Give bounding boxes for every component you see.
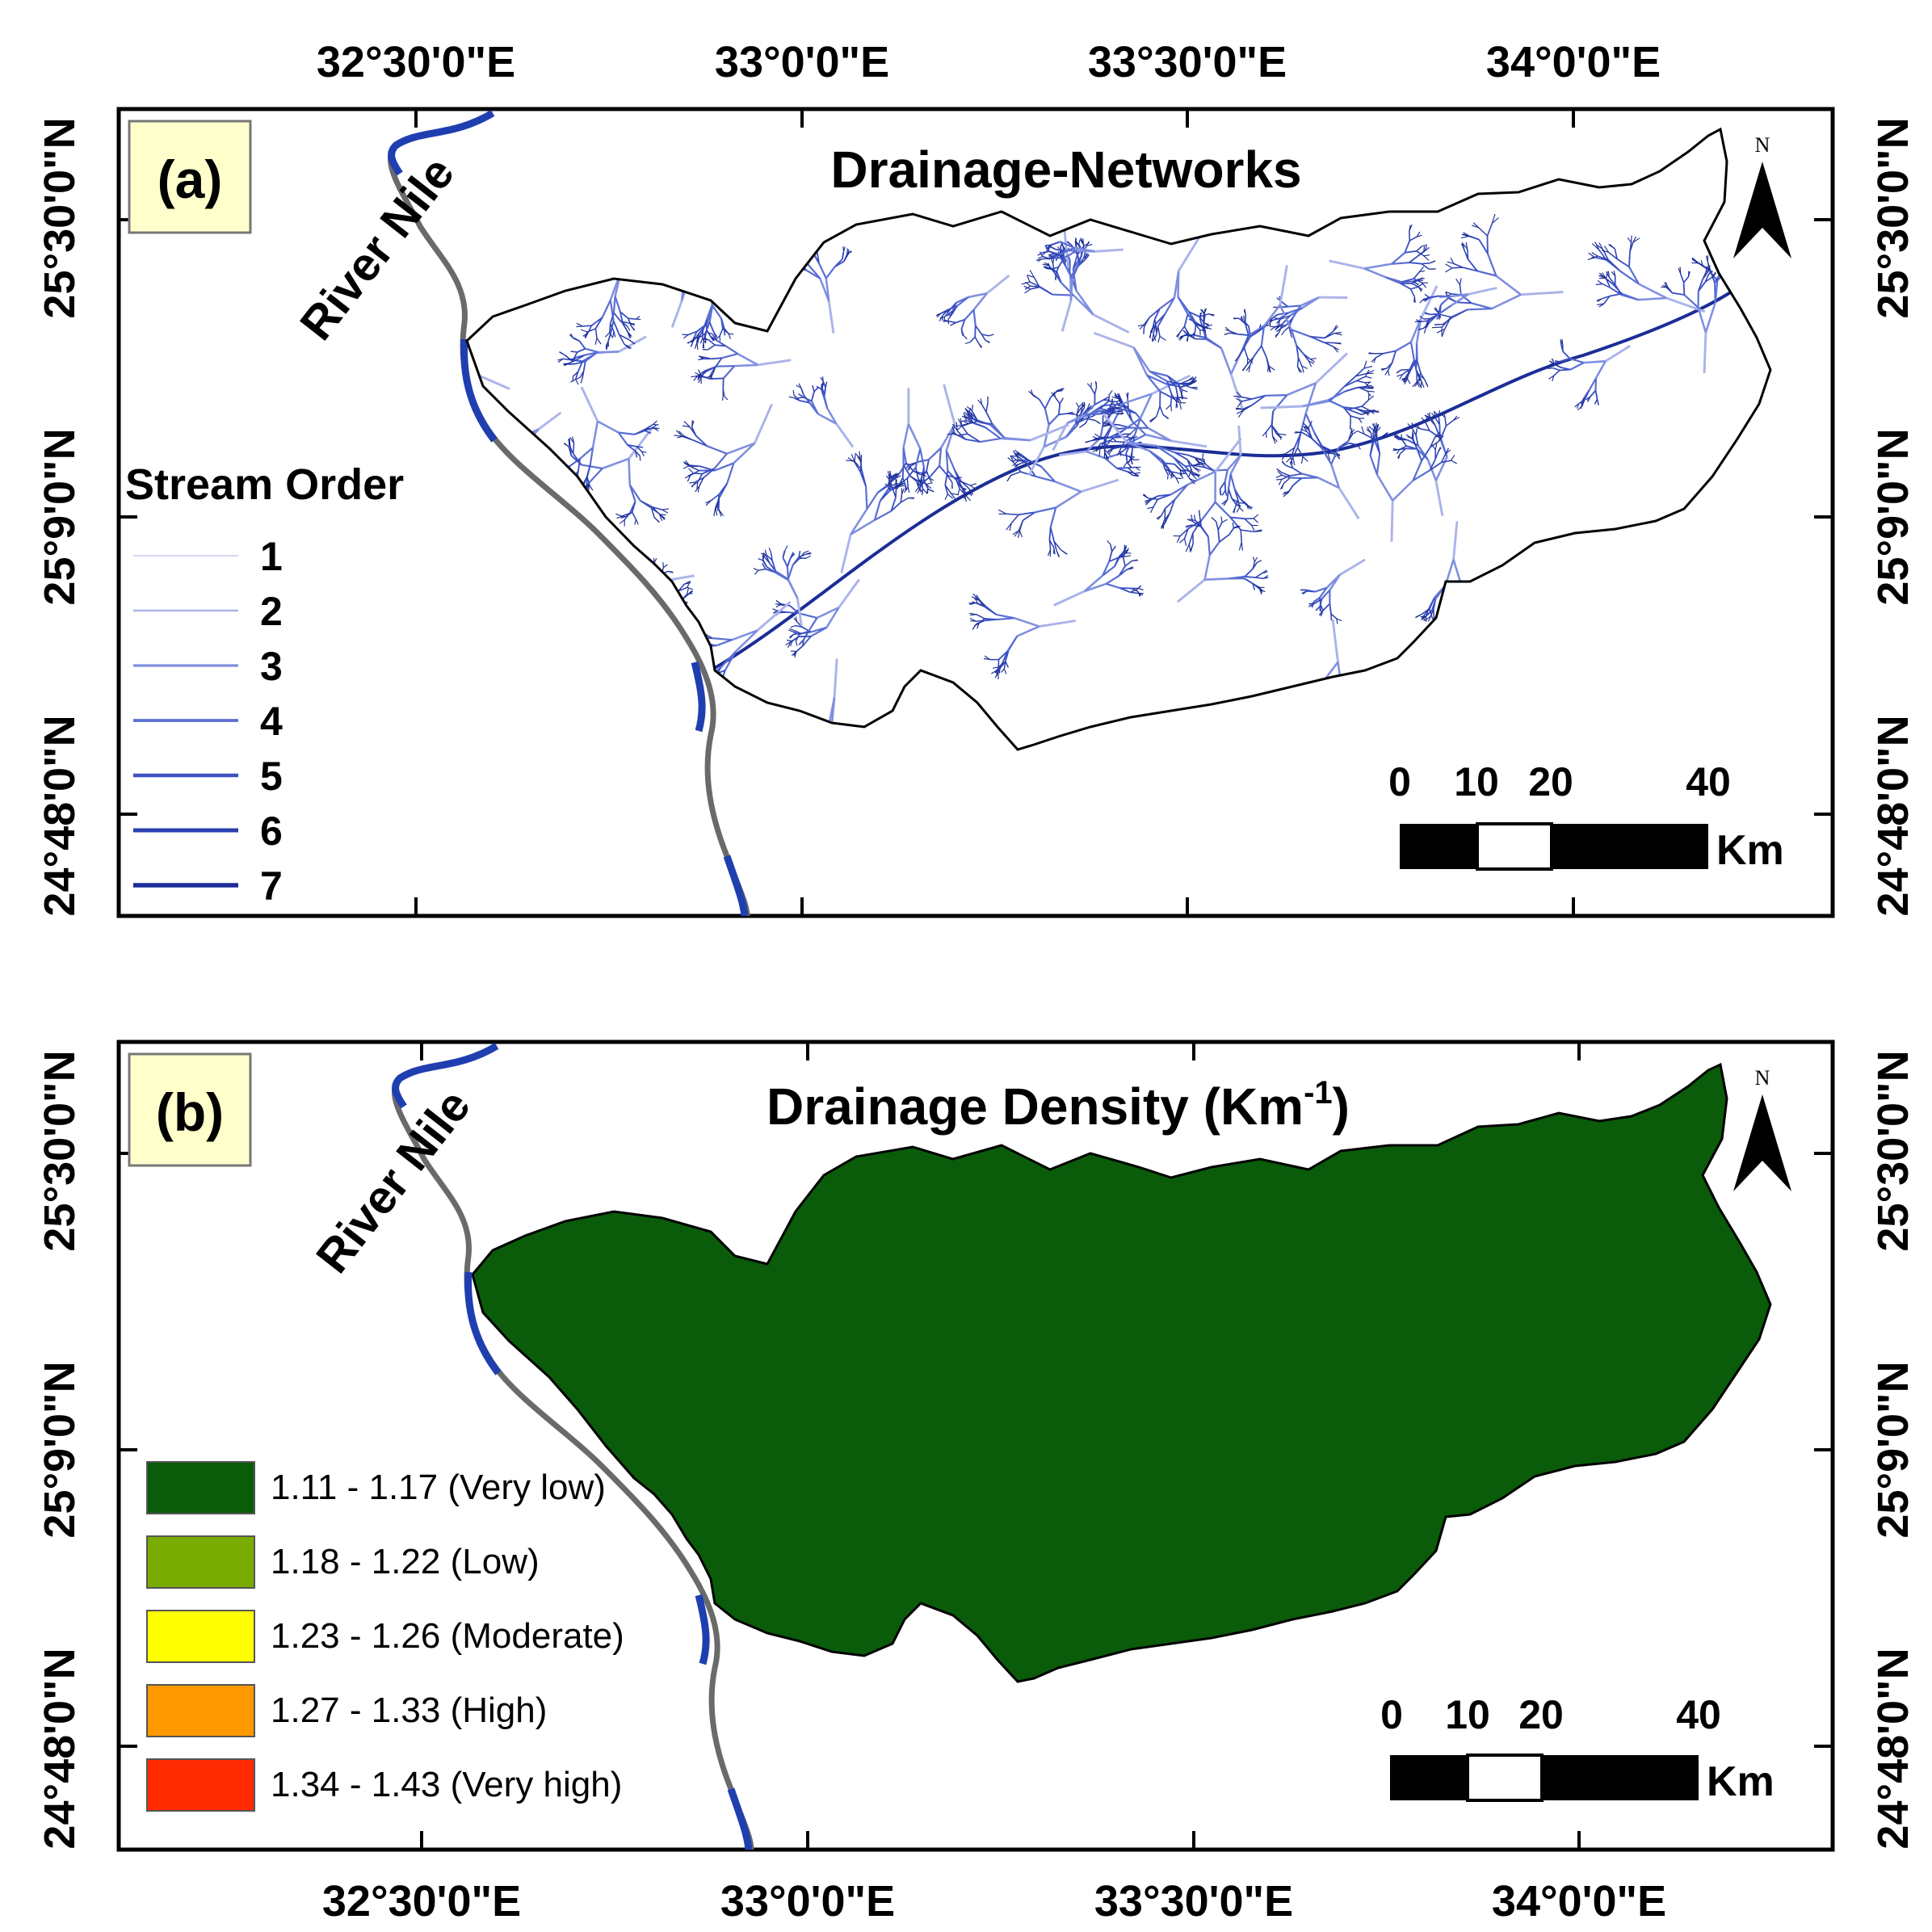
river-nile xyxy=(387,110,750,917)
legend-label-order-6: 6 xyxy=(260,808,283,854)
lat-label: 25°30'0"N xyxy=(1869,1050,1917,1251)
bottom-longitude-labels: 32°30'0"E 33°0'0"E 33°30'0"E 34°0'0"E xyxy=(322,1877,1666,1926)
legend-label-order-3: 3 xyxy=(260,644,283,689)
scale-label: 10 xyxy=(1454,759,1499,804)
top-longitude-labels: 32°30'0"E 33°0'0"E 33°30'0"E 34°0'0"E xyxy=(317,38,1661,86)
lon-label: 32°30'0"E xyxy=(322,1877,521,1926)
legend-label-order-2: 2 xyxy=(260,589,283,634)
legend-swatch xyxy=(146,1758,255,1812)
title-close: ) xyxy=(1333,1077,1350,1136)
legend-label-order-7: 7 xyxy=(260,863,283,909)
north-label: N xyxy=(1755,1066,1770,1090)
legend-title: Stream Order xyxy=(125,460,404,509)
scale-label: 40 xyxy=(1686,759,1731,804)
lon-label: 32°30'0"E xyxy=(317,38,515,86)
panel-label-box xyxy=(128,120,252,234)
right-latitude-labels: 25°30'0"N 25°9'0"N 24°48'0"N xyxy=(1869,117,1917,916)
title-main: Drainage Density (Km xyxy=(766,1077,1304,1136)
drainage-density-zones xyxy=(471,1063,1772,1683)
legend-label: 1.11 - 1.17 (Very low) xyxy=(271,1468,606,1507)
panel-b: 25°30'0"N 25°9'0"N 24°48'0"N 25°30'0"N 2… xyxy=(36,1040,1917,1926)
legend-items: 1 2 3 4 5 6 7 xyxy=(133,534,283,909)
legend-label: 1.27 - 1.33 (High) xyxy=(271,1690,547,1730)
lat-label: 24°48'0"N xyxy=(36,715,84,916)
lat-label: 24°48'0"N xyxy=(1869,715,1917,916)
panel-label: (a) xyxy=(158,149,223,209)
north-arrow-icon: N xyxy=(1733,1066,1791,1191)
legend-swatch xyxy=(146,1535,255,1589)
scale-label: 20 xyxy=(1518,1692,1564,1737)
legend-label: 1.18 - 1.22 (Low) xyxy=(271,1542,540,1581)
lon-label: 33°0'0"E xyxy=(720,1877,895,1926)
river-nile xyxy=(391,1043,754,1850)
lat-label: 25°9'0"N xyxy=(1869,428,1917,605)
scale-label: 40 xyxy=(1676,1692,1721,1737)
legend-label-order-1: 1 xyxy=(260,534,283,579)
density-legend: 1.11 - 1.17 (Very low) 1.18 - 1.22 (Low) 1… xyxy=(146,1461,624,1812)
lat-label: 25°9'0"N xyxy=(36,428,84,605)
left-latitude-labels: 25°30'0"N 25°9'0"N 24°48'0"N xyxy=(36,117,84,916)
panel-label: (b) xyxy=(156,1082,224,1142)
north-label: N xyxy=(1755,133,1770,157)
legend-label: 1.23 - 1.26 (Moderate) xyxy=(271,1616,624,1656)
legend-label: 1.34 - 1.43 (Very high) xyxy=(271,1765,622,1804)
lon-label: 34°0'0"E xyxy=(1486,38,1661,86)
panel-label-box xyxy=(128,1052,252,1167)
left-latitude-labels: 25°30'0"N 25°9'0"N 24°48'0"N xyxy=(36,1050,84,1849)
scale-label: 0 xyxy=(1380,1692,1403,1737)
lat-label: 25°30'0"N xyxy=(36,117,84,318)
map-title: Drainage-Networks xyxy=(830,141,1301,199)
lon-label: 33°30'0"E xyxy=(1094,1877,1293,1926)
scale-unit: Km xyxy=(1716,827,1784,874)
lon-label: 33°0'0"E xyxy=(715,38,889,86)
legend-label-order-5: 5 xyxy=(260,754,283,799)
scale-bar: 0 10 20 40 Km xyxy=(1388,759,1784,874)
scale-label: 0 xyxy=(1388,759,1411,804)
lat-label: 25°30'0"N xyxy=(1869,117,1917,318)
scale-label: 10 xyxy=(1445,1692,1490,1737)
river-nile-water xyxy=(388,110,749,917)
map-title: Drainage Density (Km-1) xyxy=(766,1075,1350,1136)
lat-label: 24°48'0"N xyxy=(1869,1648,1917,1849)
lon-label: 33°30'0"E xyxy=(1088,38,1287,86)
title-superscript: -1 xyxy=(1304,1075,1333,1111)
lat-label: 25°9'0"N xyxy=(36,1361,84,1538)
legend-swatch xyxy=(146,1684,255,1737)
legend-label-order-4: 4 xyxy=(260,699,283,744)
river-nile-water xyxy=(392,1043,753,1850)
panel-a: 32°30'0"E 33°0'0"E 33°30'0"E 34°0'0"E 25… xyxy=(36,38,1917,918)
lat-label: 25°30'0"N xyxy=(36,1050,84,1251)
stream-order-legend: Stream Order 1 2 3 4 5 6 7 xyxy=(125,460,404,909)
north-arrow-icon: N xyxy=(1733,133,1791,258)
right-latitude-labels: 25°30'0"N 25°9'0"N 24°48'0"N xyxy=(1869,1050,1917,1849)
scale-label: 20 xyxy=(1528,759,1573,804)
legend-swatch xyxy=(146,1461,255,1514)
scale-bar: 0 10 20 40 Km xyxy=(1380,1692,1774,1805)
lat-label: 25°9'0"N xyxy=(1869,1361,1917,1538)
lon-label: 34°0'0"E xyxy=(1492,1877,1666,1926)
lat-label: 24°48'0"N xyxy=(36,1648,84,1849)
legend-swatch xyxy=(146,1610,255,1663)
scale-unit: Km xyxy=(1707,1758,1774,1805)
